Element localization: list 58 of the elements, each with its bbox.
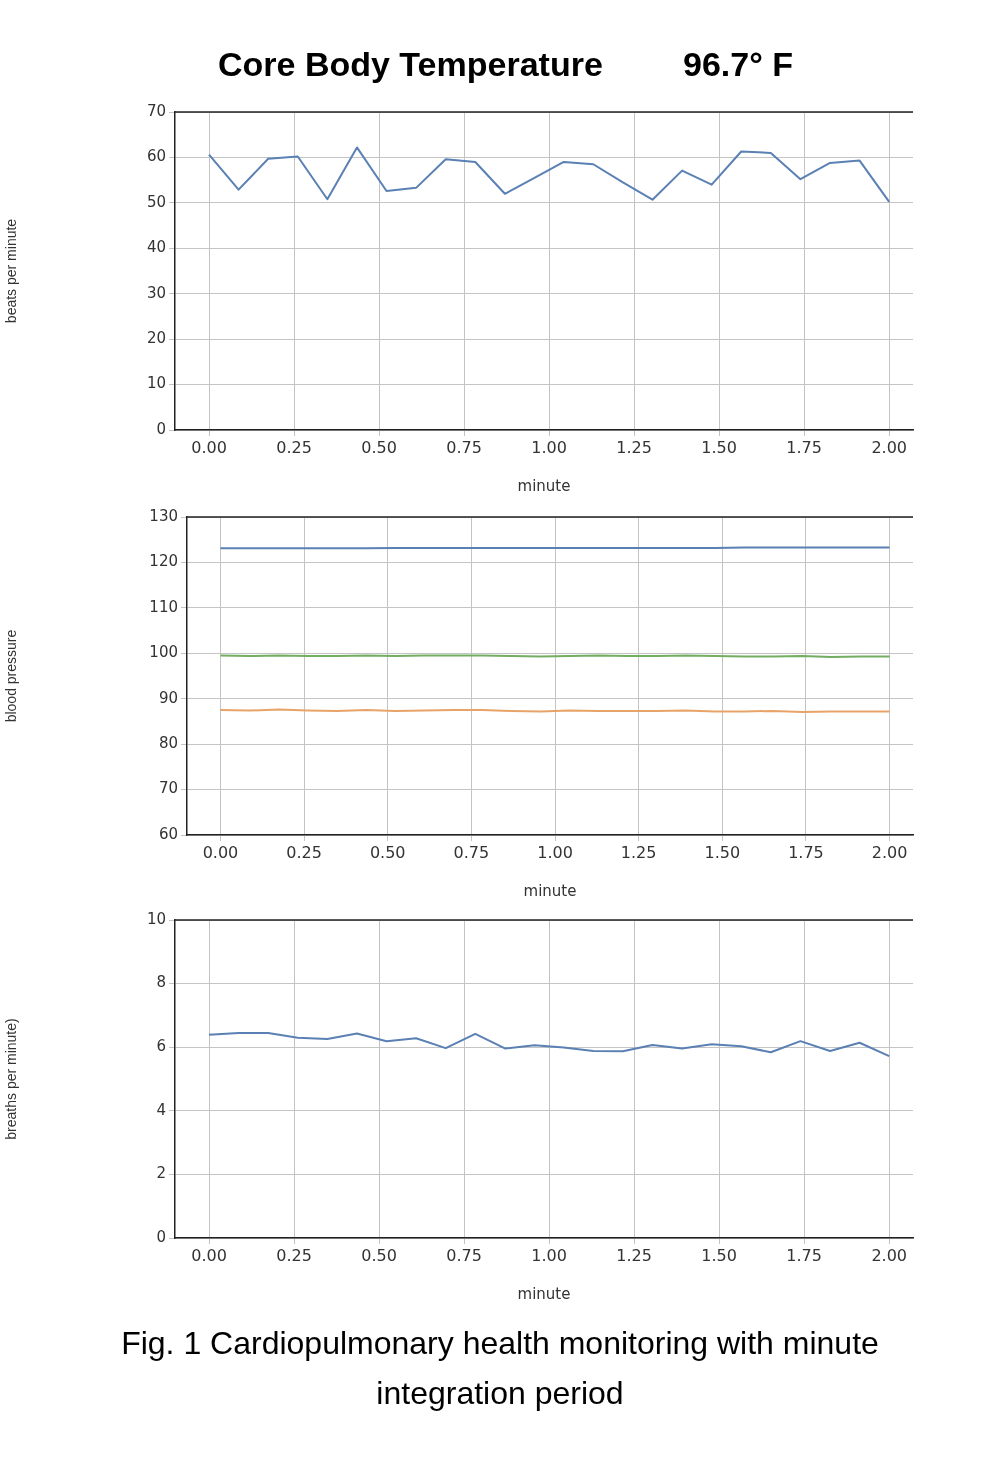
x-tick-label: 1.50 (701, 437, 737, 457)
y-tick-label: 80 (158, 734, 178, 753)
y-tick-label: 130 (149, 506, 178, 525)
x-tick-label: 1.50 (701, 1245, 737, 1265)
y-tick-label: 10 (146, 909, 166, 928)
x-tick-label: 1.25 (616, 437, 652, 457)
x-axis-title: minute (517, 476, 571, 495)
y-tick-label: 60 (146, 147, 166, 166)
x-tick-label: 1.75 (786, 1245, 822, 1265)
y-tick-label: 90 (158, 688, 178, 707)
x-tick-label: 0.00 (191, 437, 227, 457)
x-tick-label: 1.00 (531, 1245, 567, 1265)
x-tick-label: 0.75 (446, 1245, 482, 1265)
x-tick-label: 0.50 (361, 437, 397, 457)
y-tick-label: 0 (156, 419, 166, 438)
y-tick-label: 70 (146, 101, 166, 120)
x-tick-label: 1.25 (616, 1245, 652, 1265)
y-tick-label: 120 (149, 552, 178, 571)
y-tick-label: 20 (146, 329, 166, 348)
x-axis-title: minute (517, 1284, 571, 1303)
x-tick-label: 0.25 (286, 842, 322, 862)
x-tick-label: 0.25 (276, 437, 312, 457)
x-tick-label: 0.25 (276, 1245, 312, 1265)
x-tick-label: 1.75 (786, 437, 822, 457)
y-tick-label: 110 (149, 597, 178, 616)
x-tick-label: 0.50 (369, 842, 406, 862)
x-tick-label: 0.50 (361, 1245, 397, 1265)
x-tick-label: 1.50 (704, 842, 741, 862)
x-tick-label: 0.75 (446, 437, 482, 457)
y-tick-label: 30 (146, 283, 166, 302)
y-tick-label: 2 (156, 1164, 166, 1183)
chart-title: Core Body Temperature (218, 45, 603, 84)
x-tick-label: 0.00 (191, 1245, 227, 1265)
text: 96.7° F (683, 45, 793, 84)
x-tick-label: 0.00 (202, 842, 239, 862)
y-tick-label: 60 (158, 824, 178, 843)
y-tick-label: 50 (146, 192, 166, 211)
x-tick-label: 1.00 (531, 437, 567, 457)
x-tick-label: 2.00 (871, 437, 908, 457)
y-tick-label: 0 (156, 1227, 166, 1246)
y-tick-label: 8 (156, 973, 166, 992)
x-tick-label: 0.75 (453, 842, 490, 862)
y-tick-label: 10 (146, 374, 166, 393)
y-tick-label: 6 (156, 1037, 166, 1056)
y-axis-title: blood pressure (3, 629, 20, 723)
y-tick-label: 4 (156, 1100, 166, 1119)
x-tick-label: 2.00 (871, 842, 908, 862)
y-tick-label: 70 (158, 779, 178, 798)
y-tick-label: 40 (146, 238, 166, 257)
x-tick-label: 1.00 (537, 842, 573, 862)
y-axis-title: beats per minute (3, 218, 20, 324)
y-tick-label: 100 (149, 643, 178, 662)
x-axis-title: minute (523, 881, 577, 900)
caption: Fig. 1 Cardiopulmonary health monitoring with minute integration period (120, 1324, 880, 1413)
x-tick-label: 2.00 (871, 1245, 908, 1265)
x-tick-label: 1.25 (620, 842, 657, 862)
x-tick-label: 1.75 (788, 842, 824, 862)
y-axis-title: breaths per minute) (3, 1018, 20, 1140)
